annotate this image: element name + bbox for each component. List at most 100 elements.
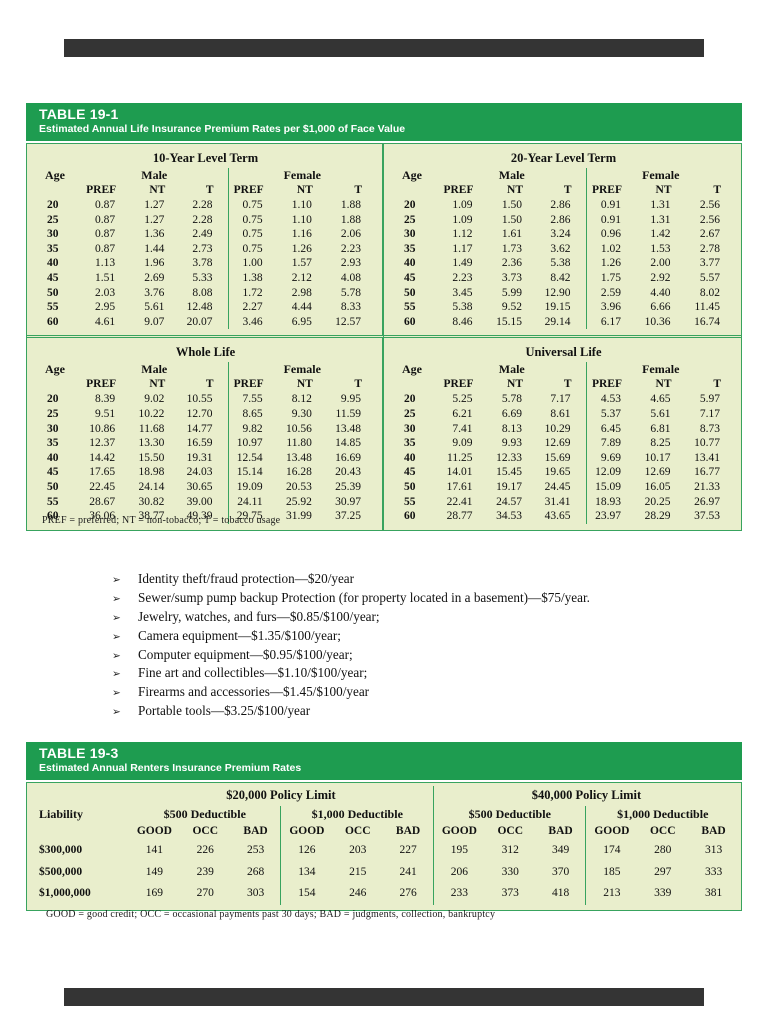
- renters-premium-cell: 203: [349, 844, 367, 856]
- premium-rate-cell: 13.48: [335, 422, 361, 435]
- premium-rate-cell: 15.09: [595, 480, 621, 493]
- age-column-header: Age: [45, 168, 65, 182]
- premium-rate-cell: 10.77: [694, 437, 720, 450]
- age-cell: 40: [404, 451, 416, 464]
- premium-rate-cell: 2.23: [340, 242, 361, 255]
- bullet-item: ➢ Portable tools—$3.25/$100/year: [112, 703, 692, 722]
- premium-rate-cell: 1.42: [650, 228, 671, 241]
- premium-rate-cell: 5.38: [452, 301, 473, 314]
- bullet-item: ➢ Identity theft/fraud protection—$20/yea…: [112, 571, 692, 590]
- premium-rate-cell: 10.29: [537, 421, 587, 437]
- arrowhead-bullet-icon: ➢: [112, 574, 121, 586]
- premium-rate-cell: 12.37: [89, 437, 116, 450]
- premium-rate-cell: 29.14: [537, 314, 587, 330]
- age-cell: 50: [404, 480, 416, 493]
- premium-rate-cell: 1.61: [501, 228, 522, 241]
- premium-rate-cell: 16.74: [694, 315, 720, 328]
- premium-rate-cell: 31.41: [537, 494, 587, 510]
- premium-rate-cell: 3.45: [452, 286, 473, 299]
- liability-column-header: Liability: [39, 807, 84, 821]
- renters-premium-cell: 215: [349, 865, 367, 878]
- premium-rate-cell: 0.75: [242, 228, 263, 241]
- premium-rate-cell: 2.69: [144, 271, 165, 284]
- premium-rate-cell: 19.65: [537, 465, 587, 480]
- rate-column-header: T: [354, 378, 362, 391]
- premium-rate-cell: 1.02: [600, 242, 621, 255]
- premium-rate-cell: 12.48: [179, 300, 229, 315]
- age-cell: 30: [47, 228, 59, 241]
- renters-premium-cell: 312: [501, 844, 519, 856]
- premium-rate-cell: 7.41: [452, 422, 473, 435]
- premium-rate-cell: 8.42: [537, 270, 587, 286]
- male-group-header: Male: [81, 168, 229, 183]
- credit-rating-header: OCC: [649, 825, 676, 837]
- liability-cell: $500,000: [39, 865, 83, 878]
- premium-rate-cell: 6.66: [650, 301, 671, 314]
- premium-rate-cell: 2.27: [242, 301, 263, 314]
- premium-rate-cell: 2.78: [699, 242, 720, 255]
- premium-rate-cell: 26.97: [694, 495, 720, 508]
- premium-rate-cell: 12.69: [537, 436, 587, 451]
- renters-premium-cell: 185: [603, 865, 621, 878]
- rate-column-header: PREF: [443, 184, 474, 196]
- deductible-header: $500 Deductible: [434, 806, 587, 823]
- premium-rate-cell: 4.65: [650, 393, 671, 406]
- premium-rate-cell: 2.56: [699, 199, 720, 211]
- rate-column-header: NT: [149, 378, 166, 391]
- premium-rate-cell: 24.45: [537, 479, 587, 495]
- bullet-text: Portable tools—$3.25/$100/year: [138, 703, 311, 719]
- renters-premium-cell: 206: [450, 865, 469, 878]
- premium-rate-cell: 12.09: [595, 466, 621, 479]
- deductible-header: $500 Deductible: [129, 806, 282, 823]
- age-cell: 45: [404, 466, 416, 479]
- rate-column-header: NT: [507, 378, 523, 391]
- premium-rate-cell: 1.75: [600, 271, 621, 284]
- premium-rate-cell: 1.38: [242, 271, 263, 284]
- premium-rate-cell: 2.86: [537, 198, 587, 213]
- rate-column-header: T: [537, 377, 587, 393]
- age-cell: 30: [47, 422, 59, 435]
- premium-rate-cell: 2.86: [537, 212, 587, 228]
- rate-column-header: T: [179, 183, 229, 198]
- premium-rate-cell: 2.49: [179, 227, 229, 242]
- age-cell: 25: [404, 213, 416, 226]
- renters-premium-cell: 134: [298, 865, 316, 878]
- premium-rate-cell: 3.24: [537, 227, 587, 242]
- premium-rate-cell: 25.92: [285, 495, 312, 508]
- renters-premium-cell: 268: [231, 861, 282, 883]
- age-cell: 20: [404, 199, 416, 211]
- age-cell: 50: [404, 286, 416, 299]
- rate-column-header: NT: [296, 378, 313, 391]
- renters-premium-cell: 280: [654, 844, 672, 856]
- premium-rate-cell: 2.59: [600, 286, 621, 299]
- renters-table-footnote: GOOD = good credit; OCC = occasional pay…: [46, 909, 496, 920]
- life-table-body: 10-Year Level Term Age Male Female PREF NT T PR…: [26, 143, 742, 531]
- premium-rate-cell: 5.97: [699, 393, 720, 406]
- premium-rate-cell: 11.80: [286, 437, 312, 450]
- arrowhead-bullet-icon: ➢: [112, 592, 121, 605]
- premium-rate-cell: 0.75: [242, 199, 263, 211]
- arrowhead-bullet-icon: ➢: [112, 611, 121, 624]
- premium-rate-cell: 19.15: [537, 300, 587, 315]
- renters-premium-cell: 195: [450, 844, 469, 856]
- premium-rate-cell: 9.69: [600, 451, 621, 464]
- premium-rate-cell: 1.13: [95, 257, 116, 270]
- premium-rate-cell: 24.03: [179, 465, 229, 480]
- premium-rate-cell: 9.93: [501, 437, 522, 450]
- age-cell: 40: [47, 257, 59, 270]
- premium-rate-cell: 28.67: [89, 495, 116, 508]
- premium-rate-cell: 2.28: [179, 198, 229, 213]
- renters-premium-cell: 174: [603, 844, 621, 856]
- premium-rate-cell: 36.06: [89, 510, 116, 523]
- policy-limit-header: $40,000 Policy Limit: [531, 788, 642, 802]
- renters-premium-cell: 270: [196, 887, 214, 899]
- premium-rate-cell: 1.49: [452, 257, 473, 270]
- premium-rate-cell: 18.98: [138, 466, 165, 479]
- life-section: 20-Year Level Term Age Male Female PREF NT T PR…: [384, 144, 741, 339]
- premium-rate-cell: 25.39: [335, 480, 361, 493]
- premium-rate-cell: 8.39: [95, 393, 116, 406]
- premium-rate-cell: 31.99: [285, 510, 312, 523]
- spacer-cell: [392, 183, 438, 198]
- premium-rate-cell: 1.10: [291, 213, 312, 226]
- premium-rate-cell: 5.37: [600, 407, 621, 420]
